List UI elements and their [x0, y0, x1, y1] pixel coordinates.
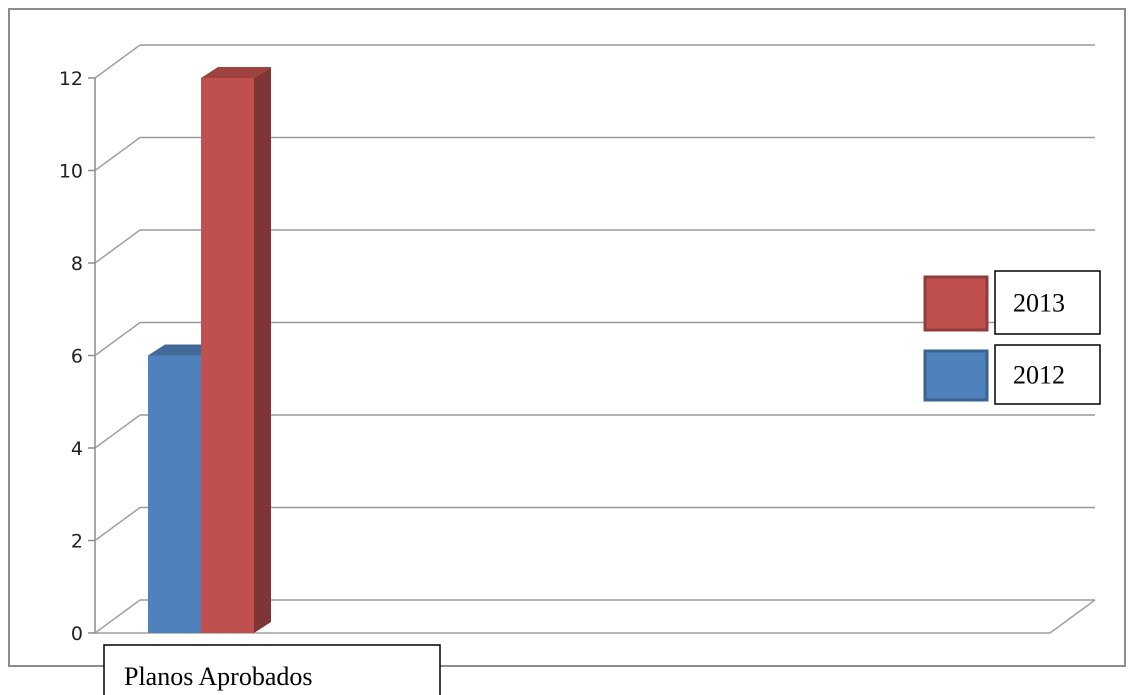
- legend-swatch-2013: [923, 275, 989, 332]
- legend: 2013 2012: [923, 270, 1101, 405]
- gridline-diagonal: [94, 506, 141, 542]
- bar-side-2013: [254, 67, 271, 633]
- gridline-diagonal: [94, 414, 141, 449]
- category-axis: Planos Aprobados: [103, 644, 441, 695]
- bar-top-2012: [148, 344, 218, 356]
- gridline-diagonal: [94, 44, 141, 79]
- chart-border: [8, 8, 1126, 667]
- gridline-diagonal: [94, 321, 141, 357]
- bars: [148, 67, 271, 633]
- legend-label-2013: 2013: [1013, 289, 1065, 318]
- legend-swatch-2012: [923, 349, 989, 402]
- y-tick-label: 6: [71, 346, 83, 368]
- legend-label-2012: 2012: [1013, 361, 1065, 390]
- y-tick-label: 10: [59, 161, 83, 183]
- y-axis: 0 2 4 6 8 10 12: [59, 68, 96, 645]
- gridline-diagonal: [94, 599, 141, 634]
- legend-label-box: [994, 270, 1101, 335]
- y-tick-label: 12: [59, 68, 83, 90]
- y-tick-label: 4: [71, 438, 83, 460]
- y-tick-label: 0: [71, 623, 83, 645]
- floor-right-diagonal: [1049, 599, 1096, 634]
- bar-2013: [201, 78, 254, 633]
- y-tick-label: 8: [71, 253, 83, 275]
- y-tick-label: 2: [71, 531, 83, 553]
- category-label: Planos Aprobados: [124, 662, 313, 691]
- bar-2012: [148, 355, 201, 633]
- gridline-diagonal: [94, 136, 141, 172]
- category-label-box: [103, 644, 441, 695]
- bar-top-2013: [201, 67, 271, 78]
- legend-label-box: [994, 344, 1101, 405]
- gridline-diagonal: [94, 229, 141, 264]
